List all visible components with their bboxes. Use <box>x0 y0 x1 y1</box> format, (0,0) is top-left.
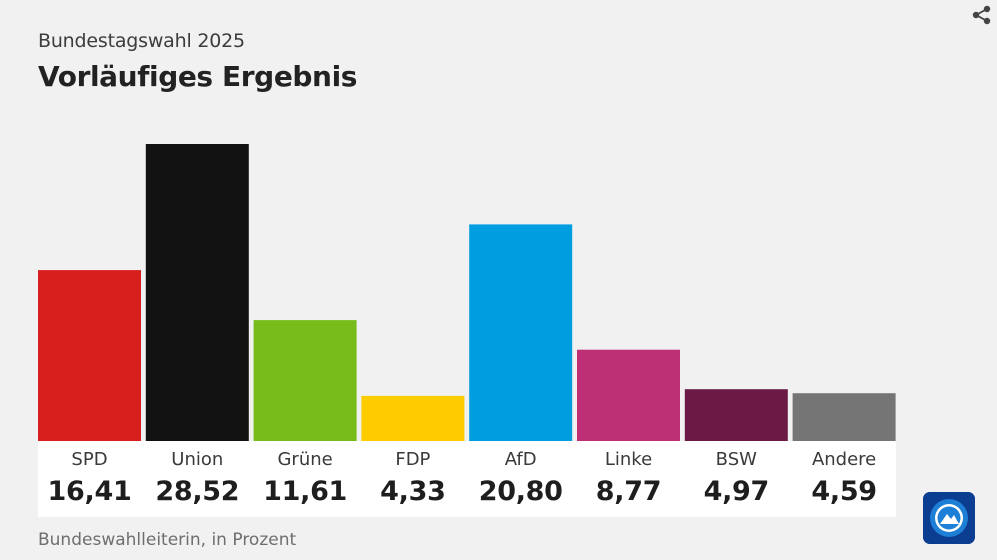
value-label: 20,80 <box>478 476 563 507</box>
category-label: Union <box>171 449 224 470</box>
chart-subtitle: Bundestagswahl 2025 <box>38 30 245 52</box>
bar-spd <box>38 270 141 441</box>
value-label: 28,52 <box>155 476 240 507</box>
share-icon[interactable] <box>968 4 994 26</box>
value-label: 4,59 <box>811 476 877 507</box>
bar-grüne <box>253 320 357 441</box>
bar-fdp <box>361 395 465 441</box>
source-note: Bundeswahlleiterin, in Prozent <box>38 530 297 550</box>
value-label: 16,41 <box>47 476 132 507</box>
category-label: Grüne <box>277 449 333 470</box>
bar-bsw <box>684 389 788 441</box>
category-label: Andere <box>811 449 877 470</box>
category-label: BSW <box>715 449 757 470</box>
value-label: 8,77 <box>595 476 662 507</box>
category-label: AfD <box>504 449 537 470</box>
bar-afd <box>469 224 573 441</box>
tagesschau-logo[interactable] <box>923 492 975 544</box>
bar-union <box>145 144 249 441</box>
value-label: 4,97 <box>703 476 770 507</box>
bar-linke <box>577 349 680 441</box>
chart-title: Vorläufiges Ergebnis <box>38 60 358 93</box>
value-label: 4,33 <box>380 476 446 507</box>
label-panel: SPD 16,41 Union 28,52 Grüne 11,61 FDP 4,33 AfD 20… <box>38 441 896 517</box>
value-label: 11,61 <box>263 476 348 507</box>
category-label: SPD <box>71 449 108 470</box>
category-label: Linke <box>604 449 653 470</box>
bar-andere <box>792 393 896 441</box>
category-label: FDP <box>395 449 431 470</box>
